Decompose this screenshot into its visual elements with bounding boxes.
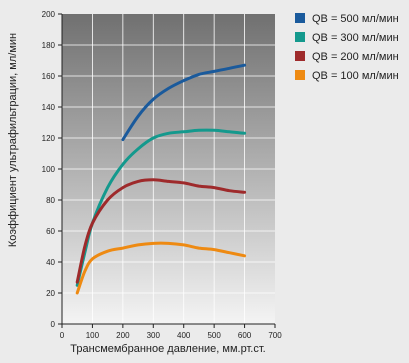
grid <box>62 14 275 324</box>
x-tick-label: 600 <box>238 331 252 340</box>
legend-entry: QB = 100 мл/мин <box>312 70 399 82</box>
legend-swatch <box>295 51 305 61</box>
legend-entry: QB = 300 мл/мин <box>312 32 399 44</box>
y-tick-label: 200 <box>42 10 56 19</box>
x-tick-label: 400 <box>177 331 191 340</box>
x-tick-label: 700 <box>268 331 282 340</box>
x-tick-label: 200 <box>116 331 130 340</box>
y-tick-label: 80 <box>46 196 55 205</box>
legend-swatch <box>295 70 305 80</box>
y-tick-label: 140 <box>42 103 56 112</box>
axes: 0 20 40 60 80 100 120 140 160 180 200 0 100 200 300 400… <box>42 10 283 340</box>
series-line-1 <box>121 63 247 142</box>
legend-swatch <box>295 32 305 42</box>
y-tick-label: 120 <box>42 134 56 143</box>
legend-entry: QB = 200 мл/мин <box>312 51 399 63</box>
series-line-4 <box>75 241 247 295</box>
y-tick-label: 40 <box>46 258 55 267</box>
x-axis-label: Трансмембранное давление, мм.рт.ст. <box>70 343 265 355</box>
y-tick-label: 100 <box>42 165 56 174</box>
y-tick-label: 0 <box>51 320 56 329</box>
y-tick-label: 60 <box>46 227 55 236</box>
y-tick-label: 160 <box>42 72 56 81</box>
series-line-3 <box>75 178 247 284</box>
series-lines <box>75 63 247 295</box>
y-tick-label: 20 <box>46 289 55 298</box>
legend: QB = 500 мл/мин QB = 300 мл/мин QB = 200 м… <box>295 13 399 82</box>
y-tick-label: 180 <box>42 41 56 50</box>
x-tick-label: 100 <box>86 331 100 340</box>
x-tick-label: 300 <box>147 331 161 340</box>
legend-swatch <box>295 13 305 23</box>
y-axis-label: Коэффициент ультрафильтрации, мл/мин <box>7 33 19 247</box>
legend-entry: QB = 500 мл/мин <box>312 13 399 25</box>
x-tick-label: 0 <box>60 331 65 340</box>
x-tick-label: 500 <box>207 331 221 340</box>
